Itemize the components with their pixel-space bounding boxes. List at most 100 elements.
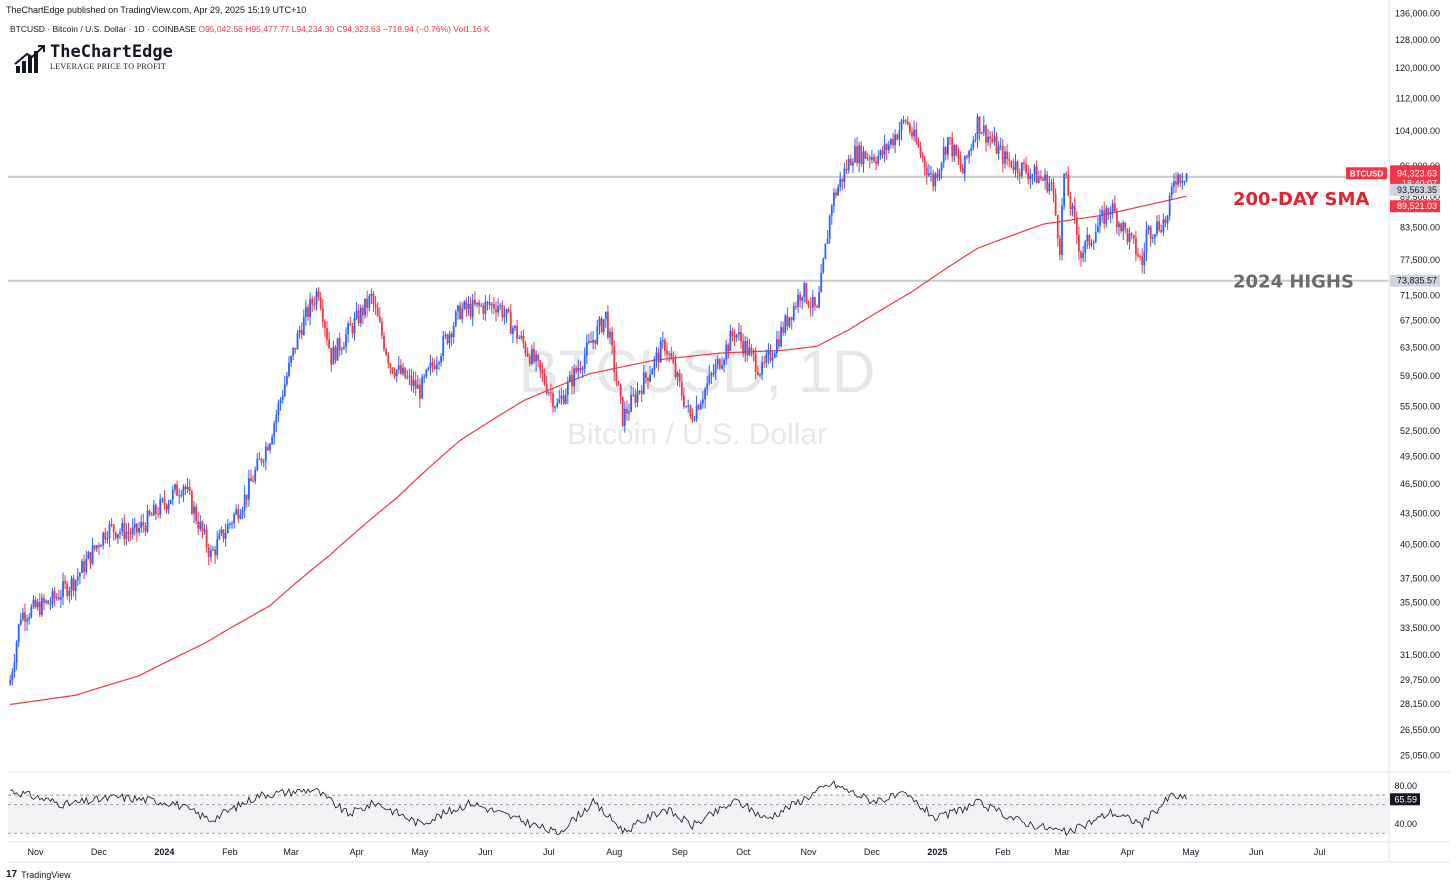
logo-title: TheChartEdge — [50, 42, 173, 62]
candle-body — [248, 478, 250, 500]
candle-body — [243, 494, 246, 510]
candle-body — [159, 499, 162, 515]
candle-body — [795, 305, 797, 307]
last-price-label: 94,323.63 — [1397, 168, 1437, 178]
candle-body — [68, 590, 71, 597]
candle-body — [421, 376, 423, 399]
candle-body — [833, 192, 835, 206]
candle-body — [49, 603, 52, 605]
candle-body — [560, 395, 563, 400]
candle-body — [533, 348, 535, 362]
candle-body — [416, 384, 419, 389]
candle-body — [431, 362, 434, 366]
candle-body — [575, 368, 578, 372]
candle-body — [1010, 160, 1013, 167]
candle-body — [947, 137, 949, 155]
candle-body — [41, 598, 43, 615]
y-tick-label: 35,500.00 — [1400, 597, 1440, 607]
candle-body — [493, 303, 495, 309]
candle-body — [98, 545, 100, 548]
candle-body — [896, 134, 899, 140]
candle-body — [357, 310, 360, 324]
candle-body — [400, 365, 402, 374]
highs-price-label: 73,835.57 — [1397, 276, 1437, 286]
candle-body — [1097, 226, 1099, 233]
candle-body — [811, 297, 814, 308]
candle-body — [792, 305, 795, 320]
candle-body — [482, 305, 485, 314]
candle-body — [203, 529, 206, 532]
candle-body — [311, 299, 314, 305]
candle-body — [340, 349, 343, 351]
candle-body — [283, 384, 286, 396]
candle-body — [596, 326, 599, 344]
candle-body — [611, 331, 613, 346]
candle-body — [670, 353, 673, 359]
candle-body — [144, 525, 147, 532]
candle-body — [1071, 205, 1074, 209]
candle-body — [577, 368, 580, 372]
x-tick-label: Aug — [606, 847, 622, 857]
candle-body — [617, 381, 620, 386]
candle-body — [731, 331, 734, 336]
x-tick-label: Jul — [1314, 847, 1326, 857]
candle-body — [518, 337, 521, 339]
candle-body — [602, 319, 605, 332]
countdown-label: 18:40:07 — [1402, 178, 1437, 188]
candle-body — [866, 157, 869, 159]
candle-body — [112, 524, 115, 533]
ohlc-close: C94,323.63 — [336, 24, 381, 34]
candle-body — [114, 532, 117, 539]
candle-body — [499, 305, 502, 307]
candle-body — [410, 375, 413, 386]
candle-body — [845, 168, 848, 171]
candle-body — [841, 178, 844, 182]
candle-body — [1094, 232, 1097, 243]
candle-body — [1067, 175, 1070, 196]
tradingview-brand[interactable]: TradingView — [21, 869, 71, 880]
candle-body — [1031, 174, 1034, 176]
candle-body — [1001, 145, 1004, 164]
candle-body — [214, 549, 216, 556]
candle-body — [676, 372, 679, 377]
candle-body — [723, 359, 725, 365]
candle-body — [216, 539, 219, 556]
candle-body — [702, 399, 704, 404]
candle-body — [256, 458, 259, 470]
candle-body — [915, 129, 918, 143]
candle-body — [165, 504, 168, 510]
candle-body — [862, 151, 865, 164]
candle-body — [17, 624, 20, 643]
highs-annotation: 2024 HIGHS — [1233, 272, 1354, 293]
candle-body — [773, 353, 776, 358]
candle-body — [1004, 151, 1006, 164]
y-tick-label: 28,150.00 — [1400, 699, 1440, 709]
candle-body — [1016, 161, 1019, 173]
candle-body — [997, 146, 1000, 154]
candle-body — [309, 299, 311, 317]
y-tick-label: 25,050.00 — [1400, 750, 1440, 760]
candle-body — [873, 157, 875, 162]
resistance-badge — [1390, 183, 1440, 196]
publisher-line: TheChartEdge published on TradingView.co… — [6, 5, 307, 15]
candle-body — [1073, 205, 1076, 217]
candle-body — [892, 139, 894, 146]
candle-body — [302, 316, 305, 335]
candle-body — [763, 362, 766, 364]
symbol-info[interactable]: BTCUSD · Bitcoin / U.S. Dollar · 1D · CO… — [10, 24, 197, 34]
candle-body — [1086, 235, 1089, 242]
candle-body — [1130, 233, 1133, 235]
candle-body — [252, 481, 254, 483]
candle-body — [638, 390, 641, 392]
y-tick-label: 26,550.00 — [1400, 725, 1440, 735]
ohlc-change: −718.94 (−0.76%) — [382, 24, 451, 34]
x-tick-label: Nov — [28, 847, 45, 857]
candle-body — [1185, 173, 1188, 181]
candle-body — [83, 561, 85, 573]
candle-body — [110, 523, 113, 525]
candle-body — [588, 341, 590, 343]
candle-body — [1061, 205, 1063, 255]
candle-body — [262, 461, 265, 463]
